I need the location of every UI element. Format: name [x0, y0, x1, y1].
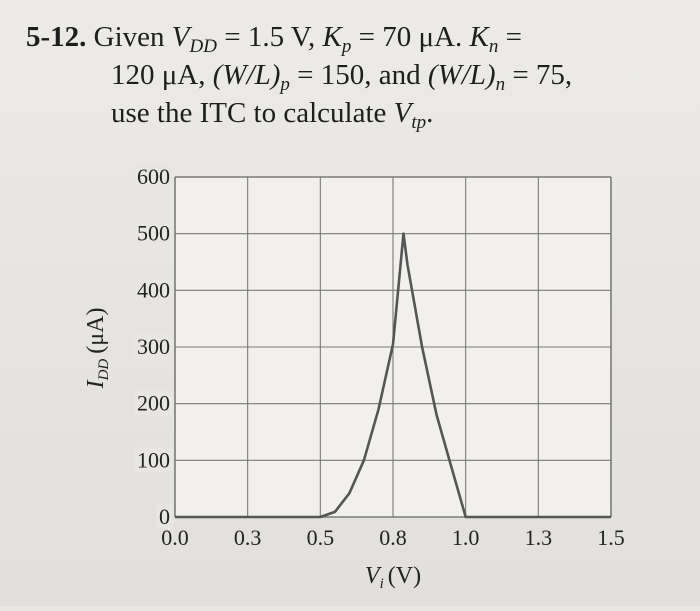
vdd-value: = 1.5 V, [224, 21, 316, 53]
vtp-subscript: tp [411, 112, 427, 133]
x-tick-label: 1.3 [525, 525, 553, 550]
x-tick-label: 1.5 [597, 525, 625, 550]
itc-figure: 0.0 0.3 0.5 0.8 1.0 1.3 1.5 0 100 200 300 400 500 60… [0, 150, 700, 606]
y-tick-label-bg [134, 447, 173, 473]
wln-subscript: n [495, 74, 506, 95]
y-tick-label-bg [134, 390, 173, 416]
x-axis-label: Vi (V) [365, 563, 421, 592]
y-tick-label-bg [134, 164, 173, 189]
kn-equals: = [505, 21, 522, 53]
y-tick-label-bg [156, 504, 173, 529]
kn-value: 120 μA, [111, 59, 206, 91]
problem-number: 5-12. [26, 21, 87, 53]
wlp-symbol: (W/L) [212, 59, 281, 91]
x-tick-label: 0.0 [161, 525, 189, 550]
x-tick-label: 1.0 [452, 525, 480, 550]
y-tick-label: 600 [137, 164, 170, 189]
x-tick-labels: 0.0 0.3 0.5 0.8 1.0 1.3 1.5 [161, 525, 625, 550]
vdd-symbol: V [171, 21, 190, 53]
y-tick-label: 0 [159, 504, 170, 529]
vtp-symbol: V [393, 97, 412, 129]
problem-line-3: use the ITC to calculate Vtp. [26, 94, 686, 132]
y-tick-label: 200 [137, 391, 170, 416]
itc-chart: 0.0 0.3 0.5 0.8 1.0 1.3 1.5 0 100 200 300 400 500 60… [83, 164, 625, 592]
idd-curve [175, 232, 611, 519]
y-tick-label: 100 [137, 447, 170, 472]
given-word: Given [93, 21, 165, 53]
wlp-subscript: p [280, 74, 290, 95]
y-tick-label: 400 [137, 277, 170, 302]
x-tick-label: 0.8 [379, 525, 407, 550]
problem-statement: 5-12. Given VDD = 1.5 V, Kp = 70 μA. Kn … [26, 18, 686, 132]
kp-value: = 70 μA. [358, 21, 463, 53]
kn-subscript: n [488, 36, 499, 57]
y-tick-label-bg [134, 334, 173, 359]
y-tick-label-bg [134, 220, 173, 246]
kp-subscript: p [341, 36, 352, 57]
x-tick-label: 0.3 [234, 525, 262, 550]
wln-symbol: (W/L) [427, 59, 496, 91]
problem-line-1: 5-12. Given VDD = 1.5 V, Kp = 70 μA. Kn … [26, 18, 686, 56]
vdd-subscript: DD [189, 36, 217, 57]
y-tick-label-bg [134, 277, 173, 303]
y-tick-label: 300 [137, 334, 170, 359]
y-axis-label: IDD(μA) [83, 308, 112, 390]
y-tick-label: 500 [137, 221, 170, 246]
x-tick-label: 0.5 [307, 525, 335, 550]
wlp-value: = 150, and [297, 59, 421, 91]
kn-symbol: K [469, 21, 489, 53]
instruction-text: use the ITC to calculate [111, 97, 387, 129]
wln-value: = 75, [512, 59, 573, 91]
problem-line-2: 120 μA, (W/L)p = 150, and (W/L)n = 75, [26, 56, 686, 94]
y-tick-labels: 0 100 200 300 400 500 600 [134, 164, 173, 529]
kp-symbol: K [322, 21, 342, 53]
line-end-period: . [426, 97, 434, 129]
